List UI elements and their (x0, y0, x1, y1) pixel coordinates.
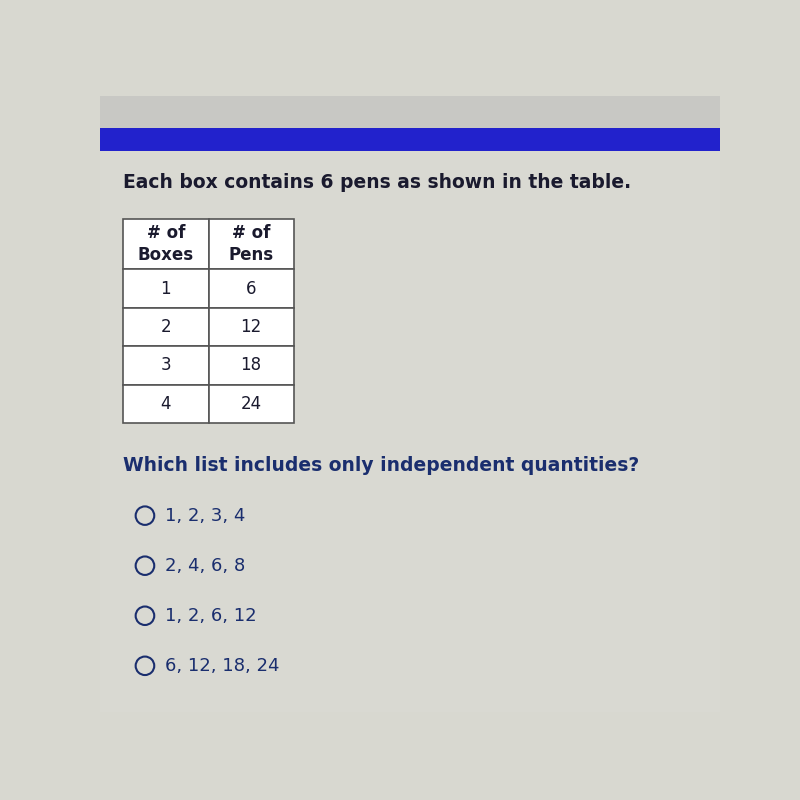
Text: 24: 24 (241, 395, 262, 413)
Bar (209, 385, 294, 423)
Bar (123, 219, 209, 270)
FancyBboxPatch shape (100, 128, 720, 151)
Bar (123, 308, 209, 346)
FancyBboxPatch shape (100, 151, 720, 712)
Text: 1, 2, 3, 4: 1, 2, 3, 4 (165, 506, 246, 525)
Bar (123, 385, 209, 423)
Text: 1: 1 (161, 279, 171, 298)
Text: Each box contains 6 pens as shown in the table.: Each box contains 6 pens as shown in the… (123, 173, 631, 192)
Bar (209, 219, 294, 270)
Text: 12: 12 (241, 318, 262, 336)
Bar (209, 308, 294, 346)
Text: Which list includes only independent quantities?: Which list includes only independent qua… (123, 455, 639, 474)
Text: 6: 6 (246, 279, 256, 298)
Text: 2: 2 (161, 318, 171, 336)
Text: 18: 18 (241, 357, 262, 374)
Bar (123, 270, 209, 308)
Bar (209, 270, 294, 308)
Bar (123, 346, 209, 385)
Text: # of
Boxes: # of Boxes (138, 224, 194, 264)
Text: # of
Pens: # of Pens (229, 224, 274, 264)
Text: 3: 3 (161, 357, 171, 374)
Text: 1, 2, 6, 12: 1, 2, 6, 12 (165, 606, 257, 625)
Text: 4: 4 (161, 395, 171, 413)
Text: 6, 12, 18, 24: 6, 12, 18, 24 (165, 657, 280, 675)
Bar (209, 346, 294, 385)
Text: 2, 4, 6, 8: 2, 4, 6, 8 (165, 557, 246, 574)
FancyBboxPatch shape (100, 96, 720, 128)
